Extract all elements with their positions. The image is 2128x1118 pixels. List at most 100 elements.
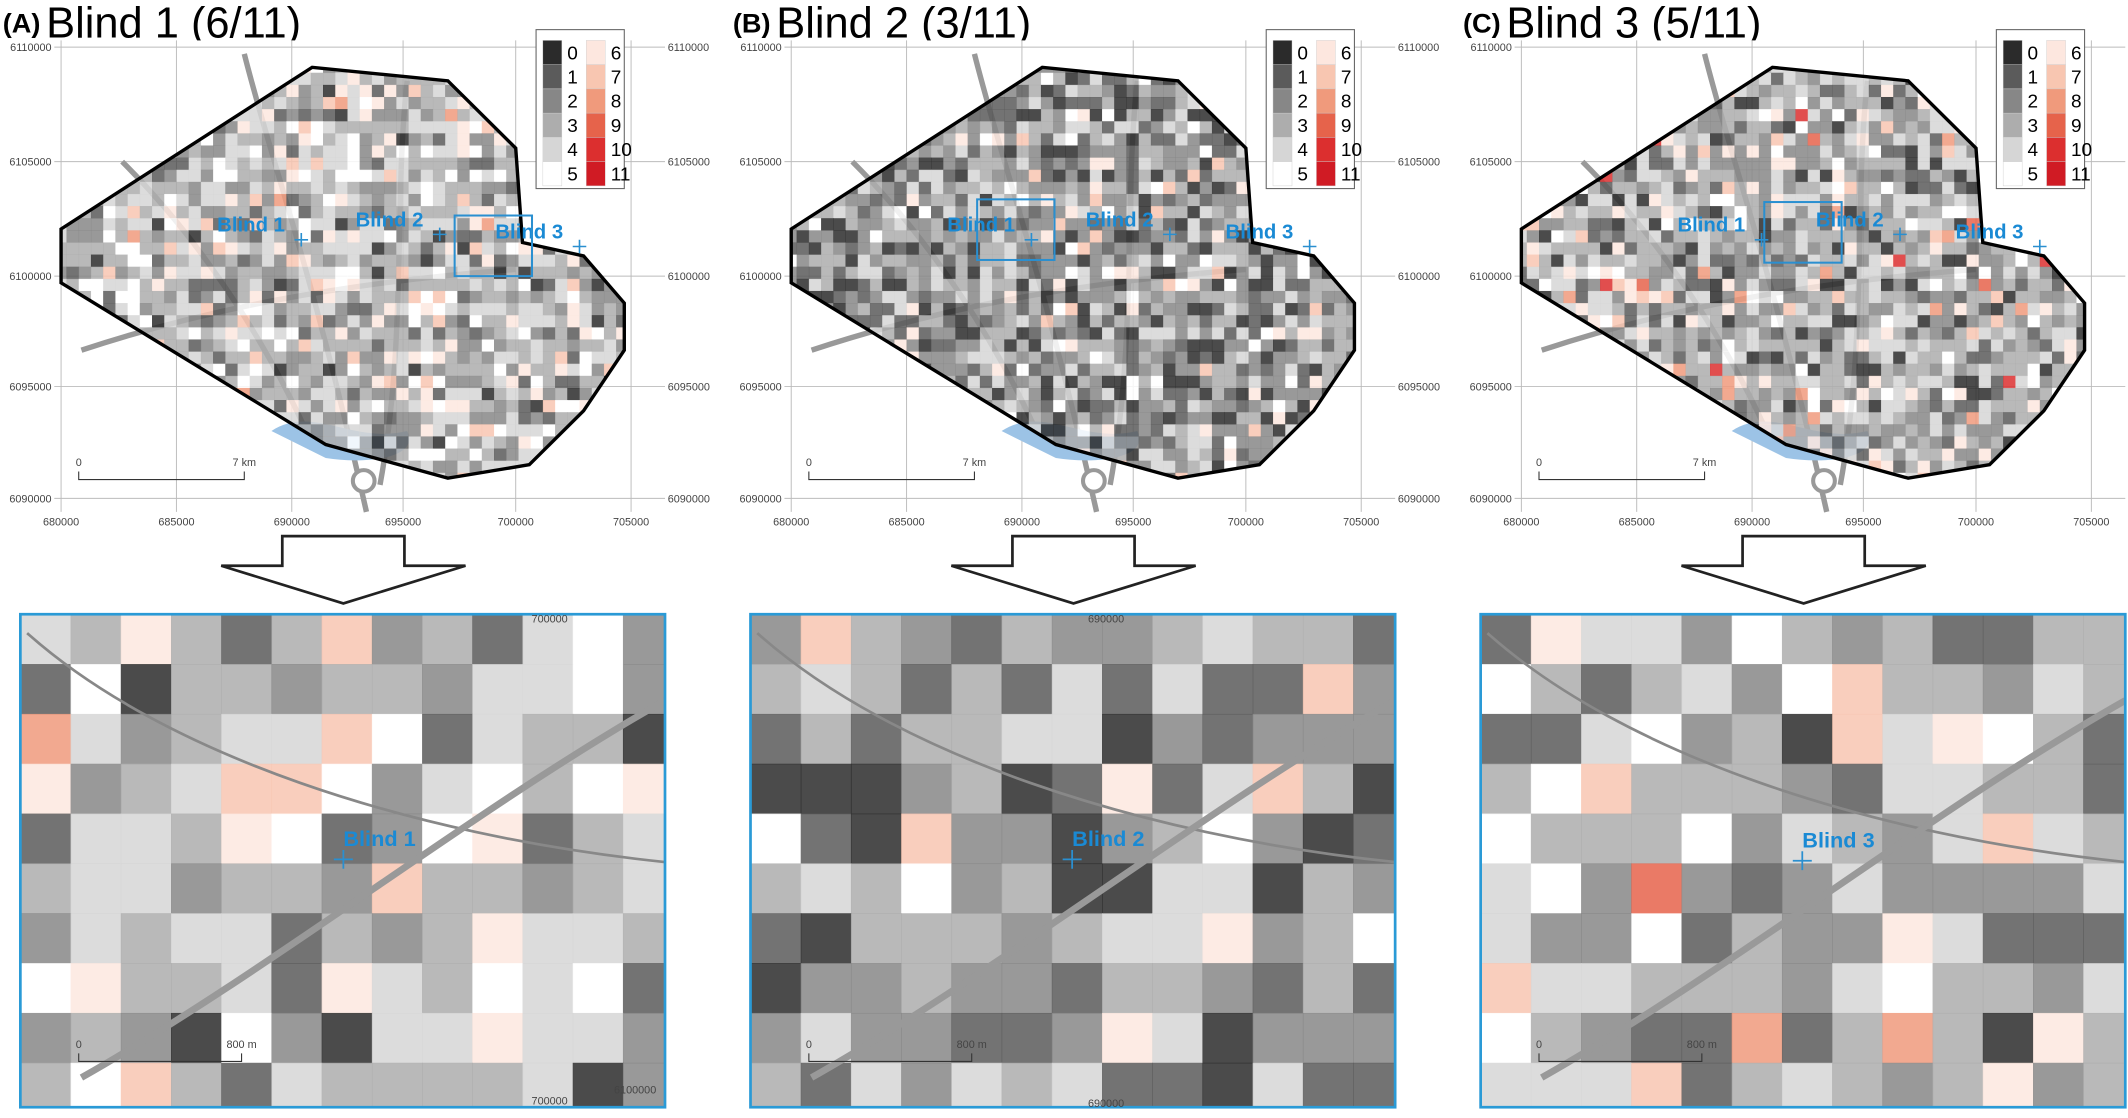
raster-cell — [943, 327, 956, 340]
raster-cell — [1016, 242, 1030, 255]
y-tick-label: 6110000 — [1470, 42, 1511, 54]
raster-cell — [286, 109, 299, 122]
raster-cell — [20, 664, 72, 715]
raster-cell — [321, 963, 373, 1014]
raster-cell — [530, 278, 544, 292]
raster-cell — [1868, 266, 1882, 280]
raster-cell — [1575, 254, 1589, 268]
raster-cell — [469, 412, 483, 425]
raster-cell — [1163, 218, 1176, 231]
raster-cell — [1163, 351, 1176, 365]
raster-cell — [530, 327, 544, 340]
raster-cell — [1346, 303, 1355, 316]
raster-cell — [567, 339, 580, 352]
raster-cell — [1917, 145, 1931, 159]
raster-cell — [1163, 315, 1176, 328]
raster-cell — [237, 230, 251, 243]
raster-cell — [616, 339, 625, 352]
raster-cell — [2052, 290, 2065, 304]
raster-cell — [237, 315, 251, 328]
raster-cell — [1661, 266, 1674, 280]
raster-cell — [1126, 206, 1140, 219]
raster-cell — [1187, 412, 1201, 425]
raster-cell — [869, 242, 883, 255]
raster-cell — [1917, 242, 1931, 255]
raster-cell — [176, 266, 190, 280]
raster-cell — [271, 963, 323, 1014]
raster-cell — [420, 351, 434, 365]
raster-cell — [420, 96, 434, 110]
raster-cell — [1028, 157, 1042, 171]
raster-cell — [1856, 133, 1870, 146]
raster-cell — [384, 436, 397, 449]
raster-cell — [1175, 169, 1188, 183]
raster-cell — [579, 375, 593, 389]
raster-cell — [1102, 181, 1115, 195]
raster-cell — [1187, 278, 1201, 292]
raster-cell — [1273, 303, 1286, 316]
raster-cell — [221, 713, 273, 765]
raster-cell — [1917, 157, 1931, 171]
raster-cell — [152, 181, 165, 195]
raster-cell — [347, 84, 361, 98]
raster-cell — [1202, 913, 1254, 964]
legend-label: 8 — [1341, 92, 1352, 113]
raster-cell — [1114, 290, 1127, 304]
raster-cell — [1285, 327, 1298, 340]
raster-cell — [1697, 169, 1711, 183]
raster-cell — [918, 206, 932, 219]
raster-cell — [237, 193, 251, 207]
legend-swatch — [542, 112, 563, 138]
raster-cell — [1236, 181, 1249, 195]
raster-cell — [1004, 96, 1017, 110]
raster-cell — [955, 327, 969, 340]
raster-cell — [1163, 133, 1176, 146]
raster-cell — [1252, 664, 1304, 715]
raster-cell — [1954, 145, 1967, 159]
legend-label: 5 — [1297, 165, 1308, 186]
raster-cell — [298, 145, 312, 159]
raster-cell — [359, 315, 373, 328]
raster-cell — [1563, 218, 1577, 231]
raster-cell — [1990, 254, 2004, 268]
raster-cell — [1114, 412, 1127, 425]
raster-cell — [420, 448, 434, 462]
raster-cell — [261, 206, 275, 219]
raster-cell — [200, 242, 214, 255]
raster-cell — [1942, 278, 1955, 292]
raster-cell — [321, 1012, 373, 1064]
raster-cell — [992, 375, 1005, 389]
raster-cell — [1844, 96, 1857, 110]
raster-cell — [469, 363, 483, 377]
y-tick-label: 6110000 — [668, 42, 709, 54]
raster-cell — [176, 230, 190, 243]
raster-cell — [1673, 290, 1686, 304]
inset-raster — [20, 614, 665, 1108]
raster-cell — [542, 303, 556, 316]
raster-cell — [894, 169, 907, 183]
raster-cell — [396, 157, 409, 171]
raster-cell — [61, 230, 67, 243]
raster-cell — [1077, 230, 1091, 243]
raster-cell — [371, 157, 385, 171]
y-tick-label: 6105000 — [1398, 157, 1440, 169]
raster-cell — [1868, 133, 1882, 146]
raster-cell — [494, 193, 507, 207]
raster-cell — [323, 96, 336, 110]
raster-cell — [850, 713, 902, 765]
scale-bar — [808, 1053, 973, 1062]
raster-cell — [894, 242, 907, 255]
raster-cell — [1648, 315, 1662, 328]
raster-cell — [1040, 72, 1054, 86]
raster-cell — [420, 218, 434, 231]
panel: (C)Blind 3 (5/11)61100006110000610500061… — [1463, 0, 2127, 1109]
raster-cell — [1783, 303, 1796, 316]
raster-cell — [1648, 327, 1662, 340]
raster-cell — [1771, 303, 1784, 316]
raster-cell — [522, 713, 574, 765]
raster-cell — [481, 400, 495, 413]
raster-cell — [1199, 266, 1213, 280]
raster-cell — [1856, 181, 1870, 195]
raster-cell — [408, 254, 422, 268]
raster-cell — [120, 713, 172, 765]
